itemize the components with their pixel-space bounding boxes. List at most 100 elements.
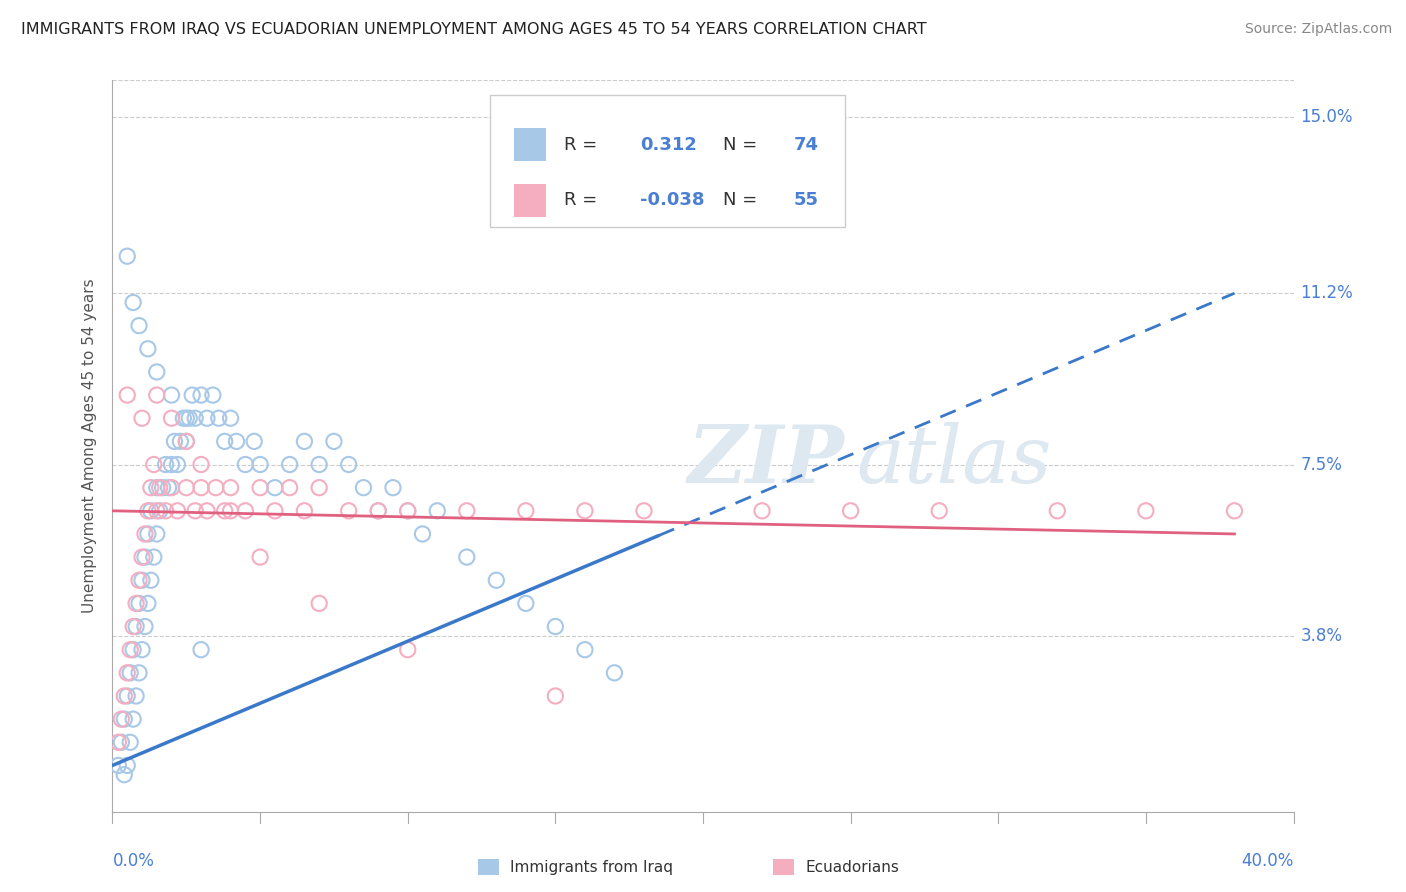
Point	[214, 434, 236, 449]
Point	[214, 504, 236, 518]
Point	[308, 481, 330, 495]
Point	[155, 504, 177, 518]
Point	[292, 504, 315, 518]
Point	[184, 411, 207, 425]
Point	[172, 411, 194, 425]
Point	[174, 434, 197, 449]
Point	[166, 458, 188, 472]
Point	[122, 619, 145, 633]
Point	[152, 481, 174, 495]
Point	[134, 550, 156, 565]
Text: N =: N =	[723, 191, 763, 210]
Point	[131, 642, 153, 657]
Point	[208, 411, 231, 425]
Point	[125, 596, 148, 610]
Point	[139, 504, 162, 518]
Point	[1135, 504, 1157, 518]
Point	[219, 411, 242, 425]
Point	[751, 504, 773, 518]
Text: 7.5%: 7.5%	[1301, 456, 1343, 474]
Point	[128, 596, 150, 610]
Point	[160, 411, 183, 425]
Point	[136, 342, 159, 356]
Point	[233, 458, 256, 472]
Point	[1046, 504, 1069, 518]
Point	[382, 481, 405, 495]
Point	[107, 735, 129, 749]
Point	[136, 504, 159, 518]
Point	[190, 388, 212, 402]
Point	[264, 481, 287, 495]
Point	[128, 665, 150, 680]
Point	[134, 527, 156, 541]
Point	[179, 411, 201, 425]
Point	[201, 388, 224, 402]
Point	[117, 758, 138, 772]
Point	[120, 665, 142, 680]
Text: 0.0%: 0.0%	[112, 852, 155, 870]
Point	[174, 434, 197, 449]
Point	[110, 735, 132, 749]
Point	[456, 550, 478, 565]
Point	[367, 504, 389, 518]
Point	[181, 388, 204, 402]
Point	[292, 434, 315, 449]
Text: R =: R =	[564, 191, 603, 210]
Point	[195, 411, 218, 425]
Point	[515, 596, 537, 610]
Point	[278, 481, 301, 495]
Point	[117, 689, 138, 703]
Point	[249, 481, 271, 495]
Point	[233, 504, 256, 518]
Point	[323, 434, 346, 449]
Point	[190, 481, 212, 495]
Point	[134, 619, 156, 633]
Point	[139, 574, 162, 588]
Point	[190, 458, 212, 472]
Point	[136, 527, 159, 541]
Point	[131, 411, 153, 425]
Text: N =: N =	[723, 136, 763, 154]
Point	[157, 481, 180, 495]
Point	[142, 550, 165, 565]
Point	[166, 504, 188, 518]
Text: 0.312: 0.312	[640, 136, 697, 154]
FancyBboxPatch shape	[515, 128, 546, 161]
Point	[426, 504, 449, 518]
Point	[122, 712, 145, 726]
Point	[249, 550, 271, 565]
Point	[169, 434, 191, 449]
Point	[112, 689, 135, 703]
Point	[337, 458, 360, 472]
Point	[128, 318, 150, 333]
Point	[225, 434, 247, 449]
Point	[136, 596, 159, 610]
Point	[174, 481, 197, 495]
Point	[219, 504, 242, 518]
Point	[249, 458, 271, 472]
Point	[131, 574, 153, 588]
Point	[146, 365, 169, 379]
Point	[515, 504, 537, 518]
Point	[928, 504, 950, 518]
Point	[308, 596, 330, 610]
Point	[122, 295, 145, 310]
Text: 15.0%: 15.0%	[1301, 108, 1353, 127]
Text: Ecuadorians: Ecuadorians	[806, 860, 900, 874]
Point	[603, 665, 626, 680]
Point	[128, 574, 150, 588]
Point	[146, 481, 169, 495]
Point	[149, 504, 172, 518]
Point	[174, 411, 197, 425]
Point	[574, 504, 596, 518]
Point	[142, 458, 165, 472]
Point	[396, 504, 419, 518]
Point	[219, 481, 242, 495]
Point	[107, 758, 129, 772]
Point	[367, 504, 389, 518]
Point	[117, 665, 138, 680]
Point	[125, 619, 148, 633]
Text: 74: 74	[794, 136, 818, 154]
Point	[337, 504, 360, 518]
Point	[139, 481, 162, 495]
